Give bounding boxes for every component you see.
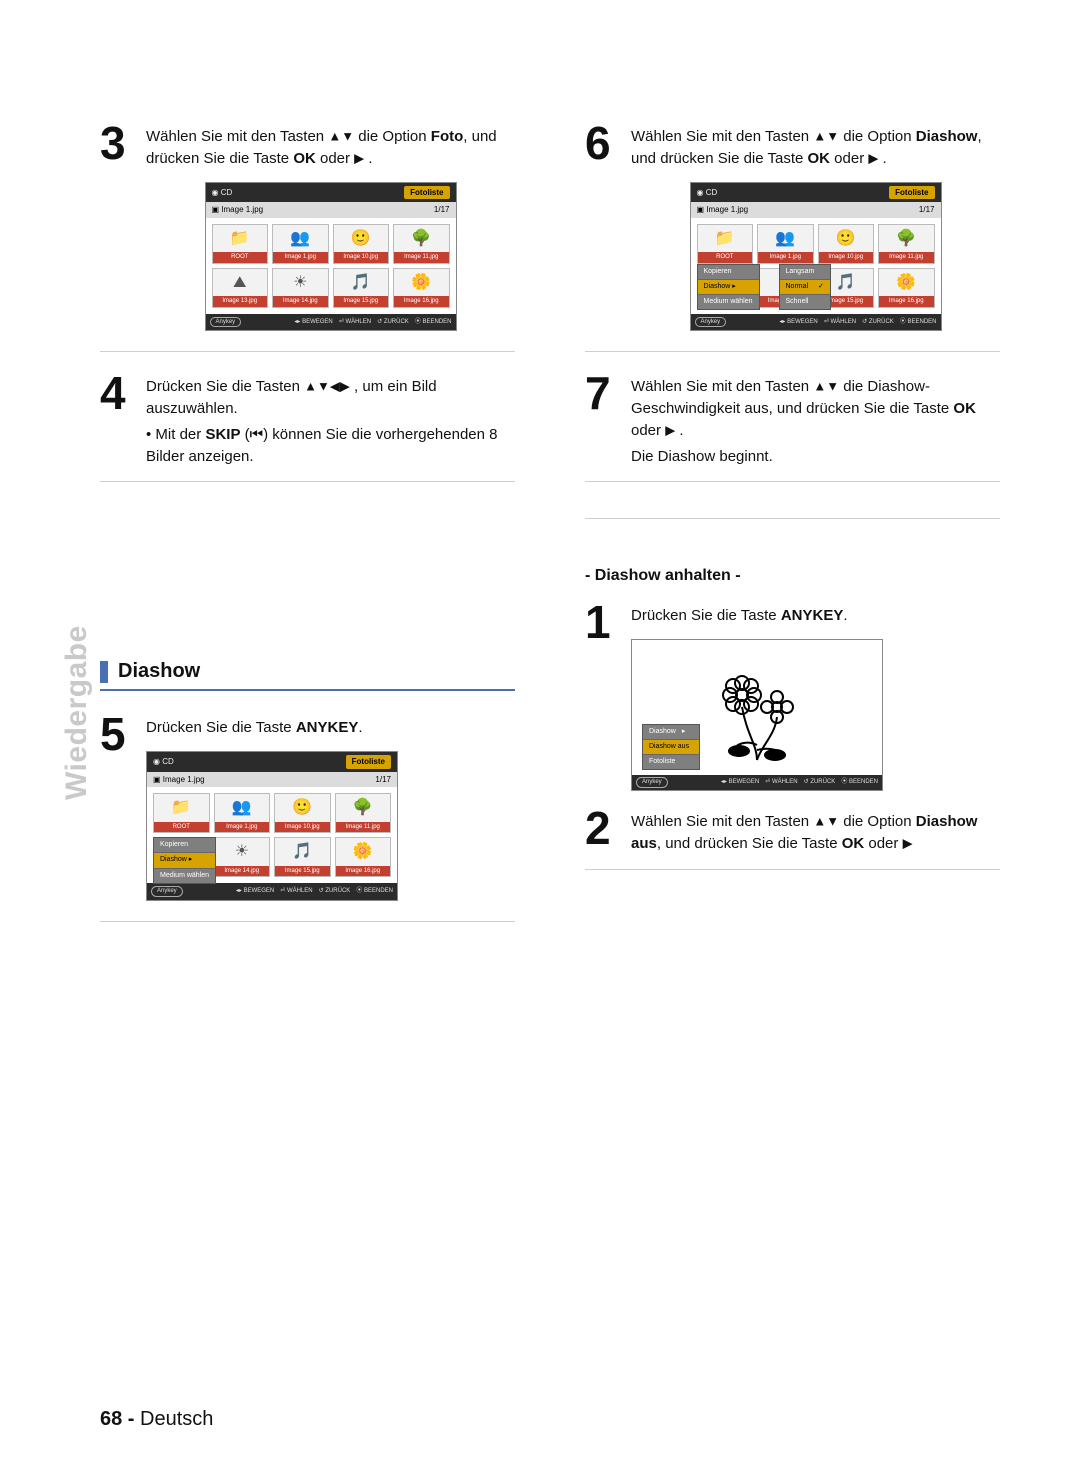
step-4: 4 Drücken Sie die Tasten ▲▼◀▶ , um ein B…: [100, 370, 515, 482]
step-body: Drücken Sie die Taste ANYKEY.: [631, 599, 883, 797]
step-body: Wählen Sie mit den Tasten ▲▼ die Option …: [631, 120, 1000, 337]
step-number: 5: [100, 711, 134, 907]
flower-icon: [697, 665, 817, 765]
step-body: Wählen Sie mit den Tasten ▲▼ die Diashow…: [631, 370, 1000, 467]
screenshot-step3: ◉ CDFotoliste ▣ Image 1.jpg1/17 📁ROOT 👥I…: [205, 182, 457, 332]
step-5: 5 Drücken Sie die Taste ANYKEY. ◉ CDFoto…: [100, 711, 515, 922]
step-body: Wählen Sie mit den Tasten ▲▼ die Option …: [631, 805, 1000, 855]
divider: [585, 518, 1000, 519]
popup-menu-speed: Langsam Normal✓ Schnell: [779, 264, 831, 310]
popup-menu-left: Kopieren Diashow ▸ Medium wählen: [697, 264, 760, 310]
step-7: 7 Wählen Sie mit den Tasten ▲▼ die Diash…: [585, 370, 1000, 482]
content-columns: 3 Wählen Sie mit den Tasten ▲▼ die Optio…: [100, 120, 1000, 940]
step-body: Drücken Sie die Tasten ▲▼◀▶ , um ein Bil…: [146, 370, 515, 467]
folder-icon: 📁: [213, 225, 268, 252]
step-a2: 2 Wählen Sie mit den Tasten ▲▼ die Optio…: [585, 805, 1000, 870]
step-number: 3: [100, 120, 134, 337]
step-3: 3 Wählen Sie mit den Tasten ▲▼ die Optio…: [100, 120, 515, 352]
step-number: 6: [585, 120, 619, 337]
step-6: 6 Wählen Sie mit den Tasten ▲▼ die Optio…: [585, 120, 1000, 352]
screenshot-step5: ◉ CDFotoliste ▣ Image 1.jpg1/17 📁ROOT 👥I…: [146, 751, 398, 901]
page-footer: 68 - Deutsch: [100, 1408, 213, 1431]
page: Wiedergabe 3 Wählen Sie mit den Tasten ▲…: [0, 0, 1080, 1481]
step-a1: 1 Drücken Sie die Taste ANYKEY.: [585, 599, 1000, 801]
screenshot-step6: ◉ CDFotoliste ▣ Image 1.jpg1/17 📁ROOT 👥I…: [690, 182, 942, 332]
right-column: 6 Wählen Sie mit den Tasten ▲▼ die Optio…: [585, 120, 1000, 940]
side-tab-wiedergabe: Wiedergabe: [60, 625, 94, 800]
skip-prev-icon: ⏮: [250, 426, 264, 443]
section-bar-icon: [100, 661, 108, 683]
step-number: 2: [585, 805, 619, 855]
section-diashow: Diashow: [100, 660, 515, 691]
left-column: 3 Wählen Sie mit den Tasten ▲▼ die Optio…: [100, 120, 515, 940]
subsection-anhalten: - Diashow anhalten -: [585, 567, 1000, 585]
popup-menu: Kopieren Diashow ▸ Medium wählen: [153, 837, 216, 883]
step-number: 1: [585, 599, 619, 797]
screenshot-flower: Diashow▸ Diashow aus Fotoliste Anykey◂▸ …: [631, 639, 883, 791]
step-body: Drücken Sie die Taste ANYKEY. ◉ CDFotoli…: [146, 711, 398, 907]
popup-menu: Diashow▸ Diashow aus Fotoliste: [642, 724, 700, 770]
step-number: 7: [585, 370, 619, 467]
step-number: 4: [100, 370, 134, 467]
step-body: Wählen Sie mit den Tasten ▲▼ die Option …: [146, 120, 515, 337]
